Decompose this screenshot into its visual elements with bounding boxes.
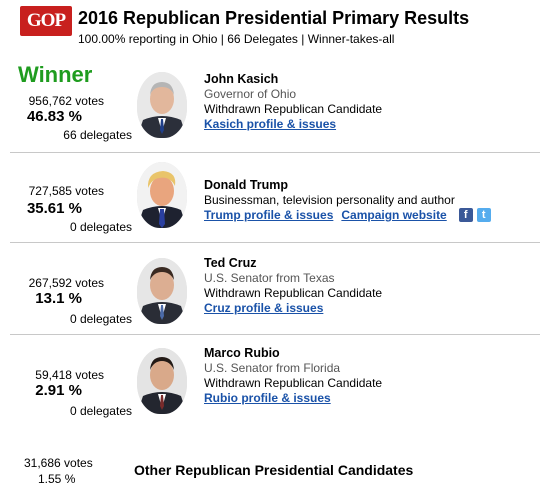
delegate-count: 0 delegates <box>69 404 132 418</box>
vote-summary: 59,418 votes 2.91 % 0 delegates <box>0 342 132 424</box>
candidate-row-trump: 727,585 votes 35.61 % 0 delegates Donald… <box>0 160 540 240</box>
candidate-row-cruz: 267,592 votes 13.1 % 0 delegates Ted Cru… <box>0 250 540 332</box>
candidate-status: Withdrawn Republican Candidate <box>204 376 383 390</box>
candidate-info: John Kasich Governor of Ohio Withdrawn R… <box>204 72 382 131</box>
candidate-name: Ted Cruz <box>204 256 257 270</box>
row-divider <box>10 152 540 153</box>
candidate-status: Withdrawn Republican Candidate <box>204 286 383 300</box>
other-candidates-label[interactable]: Other Republican Presidential Candidates <box>134 462 414 478</box>
candidate-office: U.S. Senator from Florida <box>204 361 341 375</box>
twitter-icon[interactable]: t <box>476 208 491 222</box>
delegate-count: 0 delegates <box>69 312 132 326</box>
profile-link[interactable]: Trump profile & issues <box>204 208 334 222</box>
candidate-row-kasich: Winner 956,762 votes 46.83 % 66 delegate… <box>0 62 540 150</box>
vote-summary: 267,592 votes 13.1 % 0 delegates <box>0 250 132 332</box>
vote-count: 267,592 votes <box>28 276 104 290</box>
link-row: Rubio profile & issues <box>204 391 382 405</box>
vote-percent: 35.61 % <box>26 200 82 217</box>
candidate-info: Marco Rubio U.S. Senator from Florida Wi… <box>204 346 382 405</box>
candidate-status: Withdrawn Republican Candidate <box>204 102 383 116</box>
facebook-icon[interactable]: f <box>458 208 473 222</box>
vote-count: 31,686 votes <box>24 456 93 470</box>
link-row: Kasich profile & issues <box>204 117 382 131</box>
link-row: Cruz profile & issues <box>204 301 382 315</box>
profile-link[interactable]: Cruz profile & issues <box>204 301 324 315</box>
vote-count: 956,762 votes <box>28 94 104 108</box>
delegate-count: 0 delegates <box>69 220 132 234</box>
candidate-name: Donald Trump <box>204 178 289 192</box>
candidate-name: Marco Rubio <box>204 346 280 360</box>
gop-logo: GOP <box>20 6 72 36</box>
row-divider <box>10 334 540 335</box>
link-row: Trump profile & issues Campaign website … <box>204 208 491 222</box>
row-divider <box>10 242 540 243</box>
vote-percent: 46.83 % <box>26 108 82 125</box>
candidate-office: Businessman, television personality and … <box>204 193 455 207</box>
vote-count: 59,418 votes <box>35 368 104 382</box>
profile-link[interactable]: Rubio profile & issues <box>204 391 331 405</box>
profile-link[interactable]: Kasich profile & issues <box>204 117 337 131</box>
vote-percent: 13.1 % <box>35 290 82 307</box>
candidate-photo <box>137 162 187 228</box>
candidate-info: Donald Trump Businessman, television per… <box>204 178 491 222</box>
candidate-office: U.S. Senator from Texas <box>204 271 335 285</box>
vote-count: 727,585 votes <box>28 184 104 198</box>
candidate-photo <box>137 348 187 414</box>
candidate-info: Ted Cruz U.S. Senator from Texas Withdra… <box>204 256 382 315</box>
delegate-count: 66 delegates <box>63 128 132 142</box>
campaign-website-link[interactable]: Campaign website <box>341 208 447 222</box>
vote-percent: 1.55 % <box>38 472 76 486</box>
candidate-name: John Kasich <box>204 72 279 86</box>
winner-label: Winner <box>18 62 93 87</box>
vote-summary: 956,762 votes 46.83 % 66 delegates <box>0 62 132 150</box>
vote-percent: 2.91 % <box>35 382 82 399</box>
candidate-photo <box>137 72 187 138</box>
other-candidates-row: 31,686 votes 1.55 % Other Republican Pre… <box>0 452 540 492</box>
vote-summary: 727,585 votes 35.61 % 0 delegates <box>0 160 132 240</box>
results-header: GOP 2016 Republican Presidential Primary… <box>20 6 535 50</box>
page-title: 2016 Republican Presidential Primary Res… <box>78 8 470 28</box>
candidate-row-rubio: 59,418 votes 2.91 % 0 delegates Marco Ru… <box>0 342 540 424</box>
candidate-office: Governor of Ohio <box>204 87 297 101</box>
page-subtitle: 100.00% reporting in Ohio | 66 Delegates… <box>78 32 395 46</box>
candidate-photo <box>137 258 187 324</box>
